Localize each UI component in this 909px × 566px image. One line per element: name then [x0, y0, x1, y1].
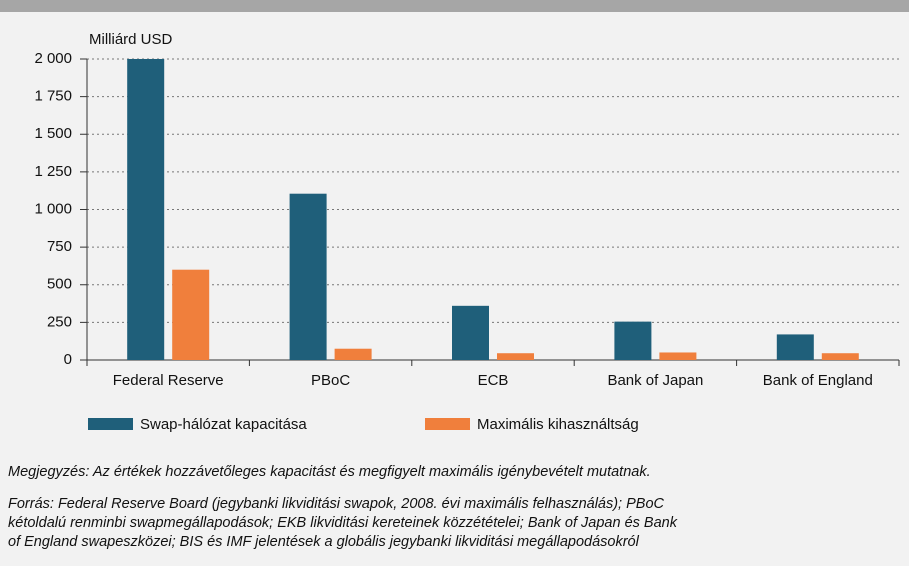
y-tick-label: 750 — [47, 238, 72, 255]
x-tick-label: Bank of Japan — [607, 372, 703, 389]
chart: Milliárd USD 0 250 500 750 1 000 1 250 1 500 1 … — [34, 31, 900, 433]
y-tick-label: 500 — [47, 276, 72, 293]
source-line: kétoldalú renminbi swapmegállapodások; E… — [8, 515, 677, 531]
source-line: Forrás: Federal Reserve Board (jegybanki… — [8, 496, 664, 512]
legend-swatch — [425, 418, 470, 430]
top-bar — [0, 0, 909, 12]
bar — [776, 334, 814, 360]
bar — [452, 305, 489, 360]
bar — [659, 352, 697, 360]
note: Megjegyzés: Az értékek hozzávetőleges ka… — [8, 464, 651, 480]
y-tick-label: 1 250 — [34, 163, 72, 180]
y-tick-label: 2 000 — [34, 50, 72, 67]
x-tick-label: ECB — [478, 372, 509, 389]
bar — [127, 59, 165, 360]
bar — [289, 193, 327, 360]
x-tick-label: Federal Reserve — [113, 372, 224, 389]
bar — [614, 321, 652, 360]
y-axis-label: Milliárd USD — [89, 31, 173, 48]
y-tick-label: 0 — [64, 351, 72, 368]
y-tick-label: 1 500 — [34, 125, 72, 142]
y-tick-label: 1 750 — [34, 88, 72, 105]
legend-swatch — [88, 418, 133, 430]
source-line: of England swapeszközei; BIS és IMF jele… — [8, 534, 639, 550]
y-tick-label: 1 000 — [34, 200, 72, 217]
bar — [821, 353, 859, 360]
legend-label: Maximális kihasználtság — [477, 416, 639, 433]
x-tick-label: PBoC — [311, 372, 350, 389]
bar — [497, 353, 534, 360]
bar — [172, 269, 210, 360]
x-tick-label: Bank of England — [763, 372, 873, 389]
legend-label: Swap-hálózat kapacitása — [140, 416, 307, 433]
y-tick-label: 250 — [47, 313, 72, 330]
bar — [334, 348, 372, 360]
